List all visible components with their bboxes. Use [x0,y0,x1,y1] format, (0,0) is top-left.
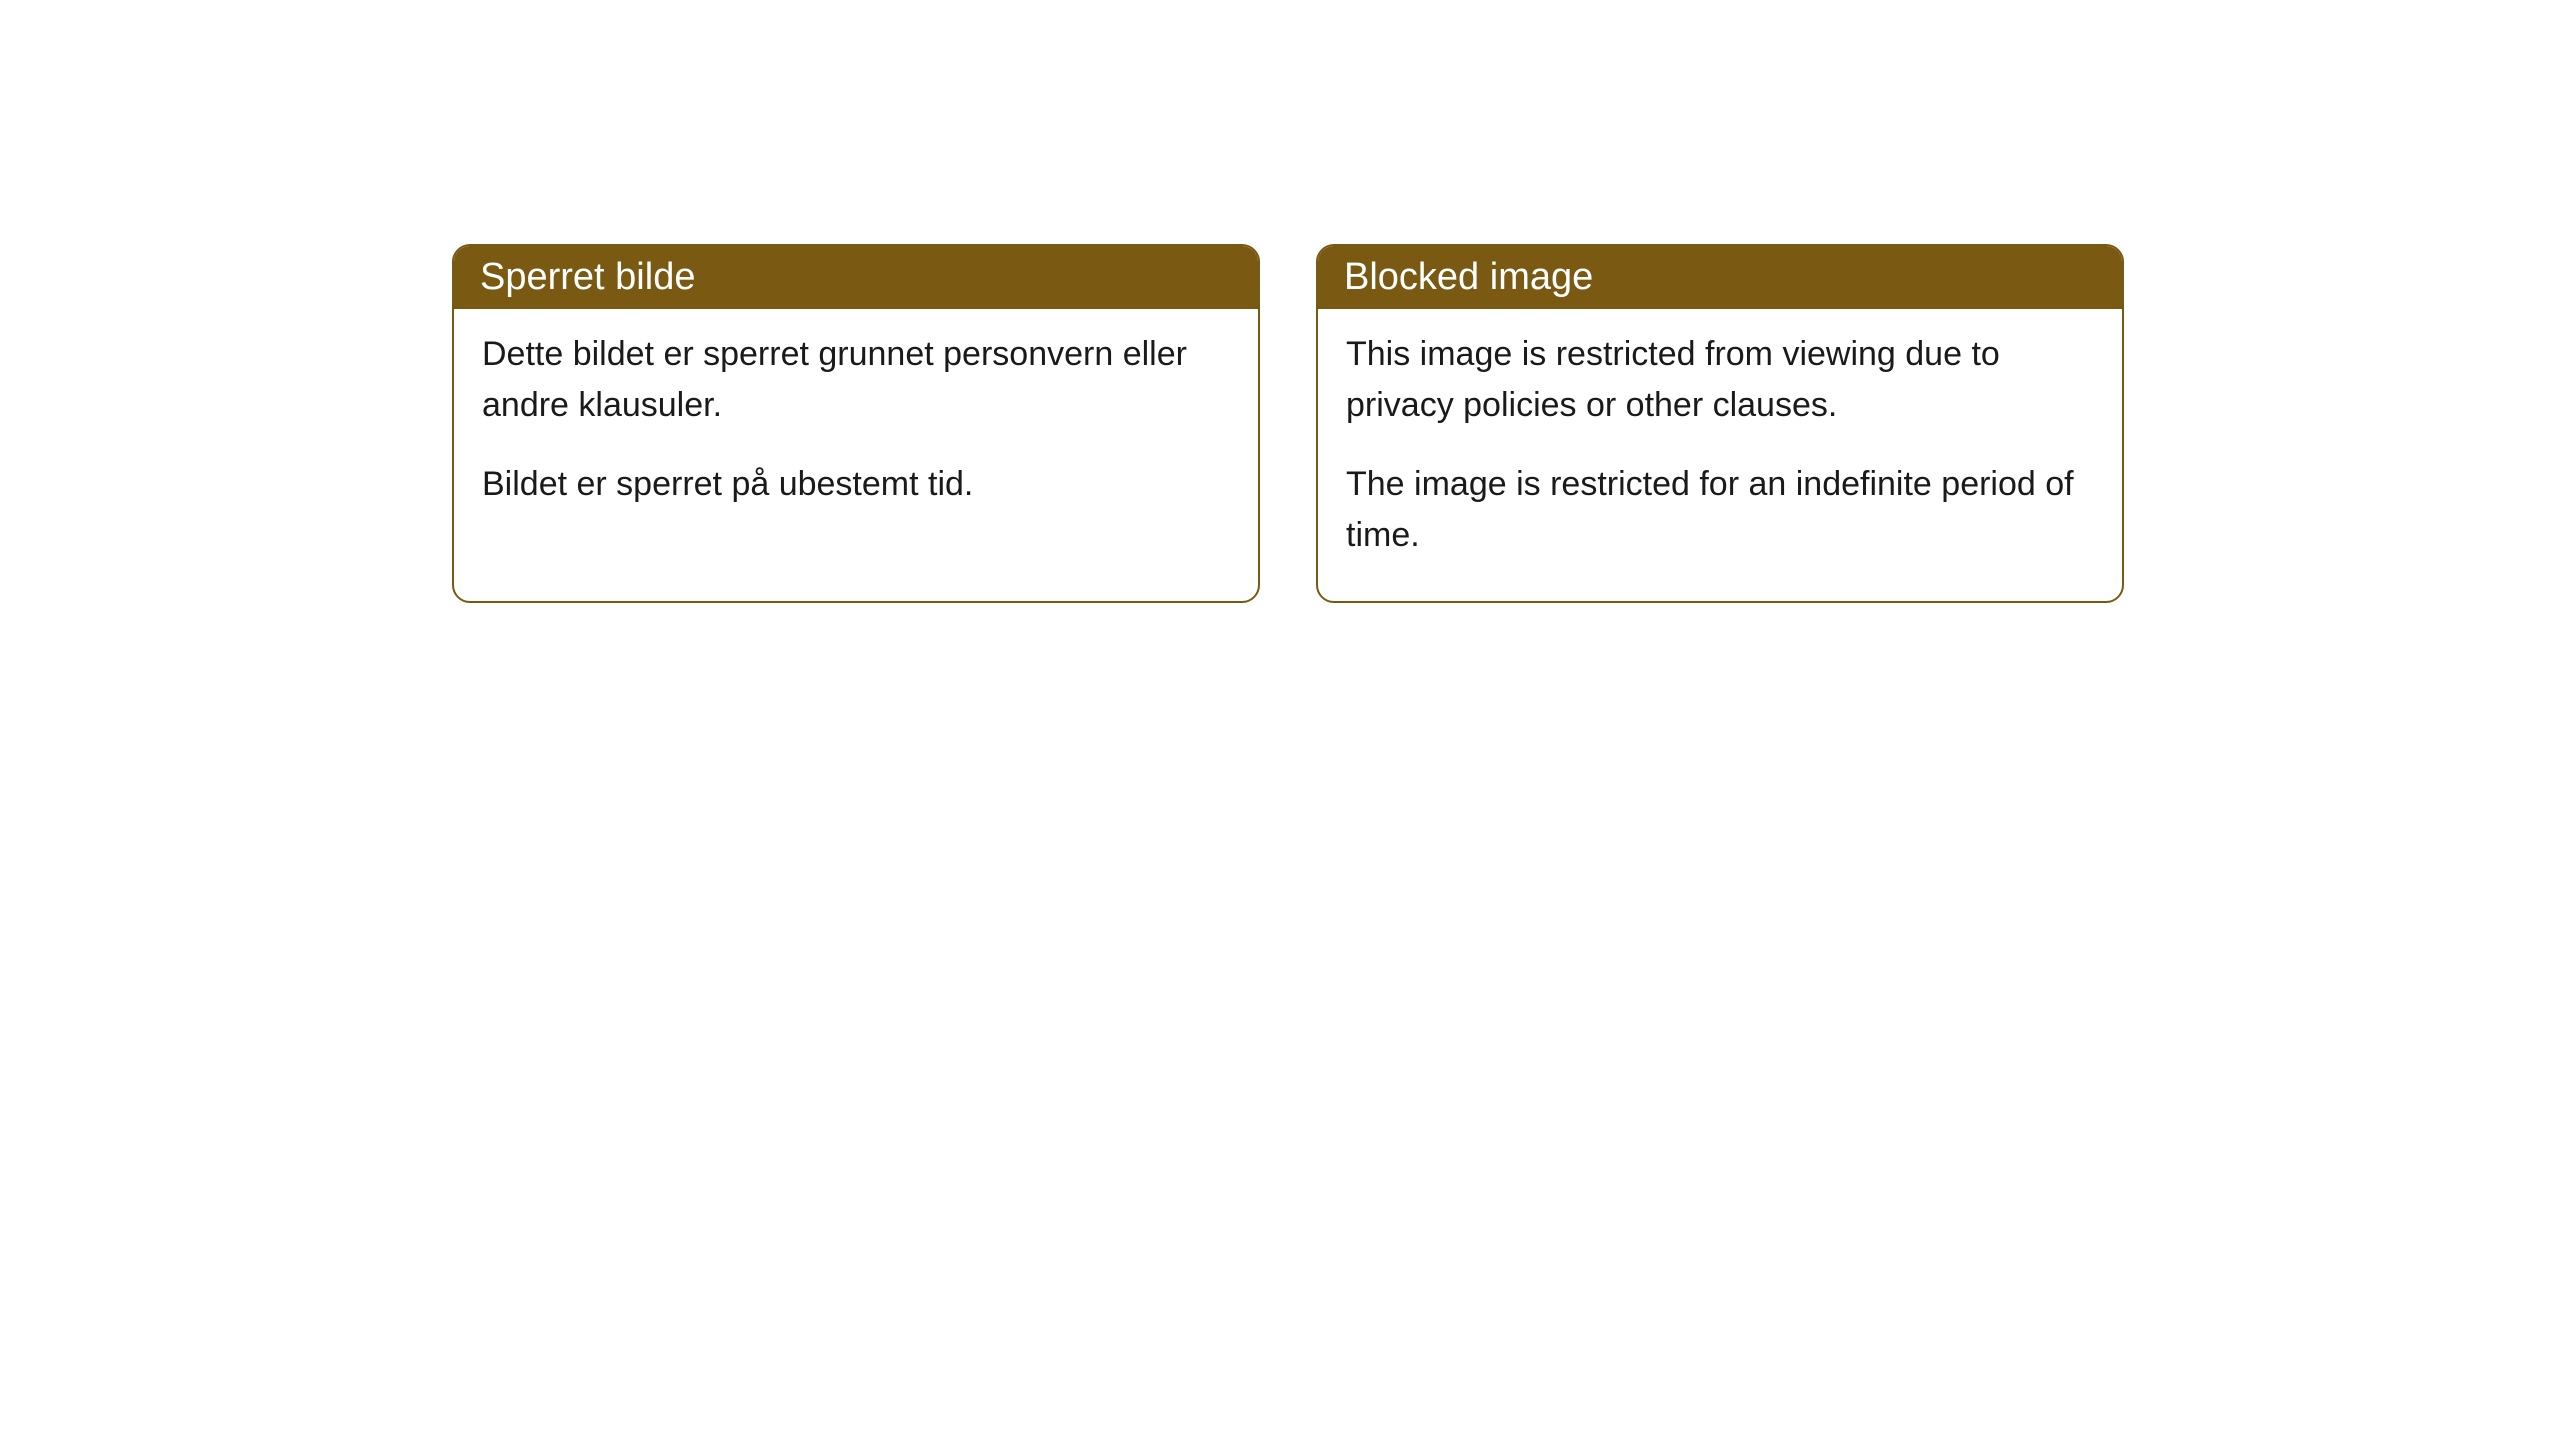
blocked-image-card-en: Blocked image This image is restricted f… [1316,244,2124,603]
card-paragraph-2-no: Bildet er sperret på ubestemt tid. [482,459,1230,510]
blocked-image-card-no: Sperret bilde Dette bildet er sperret gr… [452,244,1260,603]
card-paragraph-2-en: The image is restricted for an indefinit… [1346,459,2094,561]
card-header-en: Blocked image [1318,246,2122,309]
card-paragraph-1-en: This image is restricted from viewing du… [1346,329,2094,431]
card-paragraph-1-no: Dette bildet er sperret grunnet personve… [482,329,1230,431]
card-body-no: Dette bildet er sperret grunnet personve… [454,309,1258,550]
notice-container: Sperret bilde Dette bildet er sperret gr… [452,244,2124,603]
card-header-no: Sperret bilde [454,246,1258,309]
card-body-en: This image is restricted from viewing du… [1318,309,2122,601]
